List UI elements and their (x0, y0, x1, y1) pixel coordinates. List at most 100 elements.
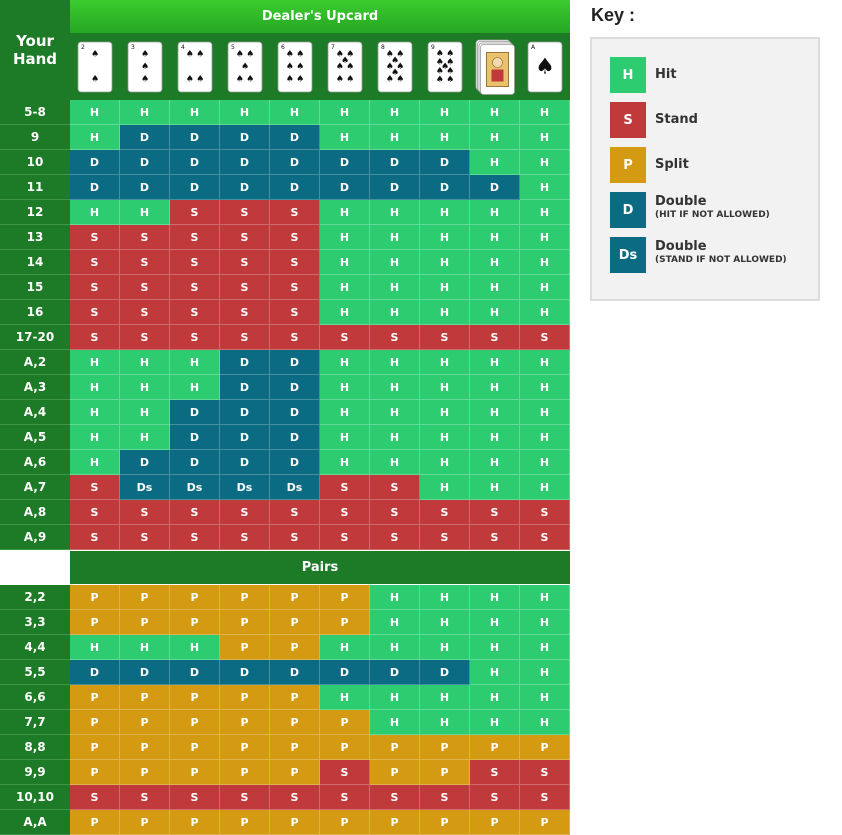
action-cell: S (520, 760, 570, 785)
action-cell: P (420, 760, 470, 785)
action-cell: H (170, 350, 220, 375)
action-cell: S (420, 525, 470, 550)
hand-row-label: A,6 (0, 450, 70, 475)
action-cell: H (320, 225, 370, 250)
dealer-card-7: 7 ♠ ♠ ♠ ♠ ♠ ♠ ♠ (320, 33, 370, 100)
svg-text:♠: ♠ (296, 74, 304, 84)
action-cell: H (520, 660, 570, 685)
action-cell: H (420, 425, 470, 450)
action-cell: H (320, 400, 370, 425)
action-cell: D (270, 150, 320, 175)
action-cell: H (470, 585, 520, 610)
key-swatch: P (610, 147, 646, 183)
action-cell: P (170, 685, 220, 710)
action-cell: S (70, 250, 120, 275)
action-cell: S (220, 200, 270, 225)
action-cell: H (370, 250, 420, 275)
action-cell: P (170, 810, 220, 835)
hand-row-label: A,7 (0, 475, 70, 500)
action-cell: D (370, 150, 420, 175)
action-cell: H (470, 125, 520, 150)
hand-row-label: 12 (0, 200, 70, 225)
dealer-card-8: 8 ♠ ♠ ♠ ♠ ♠ ♠ ♠ ♠ (370, 33, 420, 100)
card-8-of-spades-icon: 8♠ ♠♠♠ ♠♠♠ ♠ (377, 41, 413, 92)
action-cell: S (120, 325, 170, 350)
pair-row-label: 9,9 (0, 760, 70, 785)
action-cell: D (170, 450, 220, 475)
action-cell: P (120, 585, 170, 610)
strategy-chart: Your Hand Dealer's Upcard 2 ♠ ♠ 3 ♠ ♠ ♠ 4 ♠ ♠ ♠ ♠ 5 ♠… (0, 0, 570, 835)
action-cell: P (220, 735, 270, 760)
action-cell: S (370, 525, 420, 550)
svg-text:♠: ♠ (346, 49, 354, 59)
action-cell: H (370, 125, 420, 150)
action-cell: D (170, 660, 220, 685)
key-sublabel: (STAND IF NOT ALLOWED) (655, 255, 787, 265)
action-cell: D (170, 150, 220, 175)
action-cell: H (320, 200, 370, 225)
action-cell: P (520, 810, 570, 835)
action-cell: H (470, 100, 520, 125)
svg-text:♠: ♠ (386, 74, 394, 84)
hand-row-label: 5-8 (0, 100, 70, 125)
action-cell: Ds (120, 475, 170, 500)
svg-text:♠: ♠ (346, 74, 354, 84)
action-cell: H (120, 425, 170, 450)
action-cell: D (170, 425, 220, 450)
action-cell: H (470, 425, 520, 450)
action-cell: H (370, 610, 420, 635)
action-cell: S (170, 500, 220, 525)
action-cell: H (420, 275, 470, 300)
action-cell: H (420, 250, 470, 275)
action-cell: H (370, 585, 420, 610)
action-cell: P (270, 610, 320, 635)
action-cell: P (220, 685, 270, 710)
hand-row-label: A,4 (0, 400, 70, 425)
action-cell: H (470, 375, 520, 400)
action-cell: D (270, 660, 320, 685)
action-cell: H (470, 300, 520, 325)
dealer-card-5: 5 ♠ ♠ ♠ ♠ ♠ (220, 33, 270, 100)
action-cell: S (270, 225, 320, 250)
svg-text:♠: ♠ (386, 62, 394, 72)
action-cell: P (70, 735, 120, 760)
action-cell: H (370, 225, 420, 250)
action-cell: H (420, 400, 470, 425)
action-cell: H (70, 375, 120, 400)
card-10-of-spades-icon (475, 39, 515, 95)
action-cell: H (420, 585, 470, 610)
action-cell: H (470, 350, 520, 375)
action-cell: D (220, 450, 270, 475)
action-cell: H (520, 635, 570, 660)
action-cell: P (170, 710, 220, 735)
action-cell: P (120, 710, 170, 735)
action-cell: S (320, 325, 370, 350)
action-cell: H (520, 710, 570, 735)
hand-row-label: 16 (0, 300, 70, 325)
action-cell: P (170, 585, 220, 610)
action-cell: P (70, 585, 120, 610)
action-cell: D (270, 375, 320, 400)
action-cell: S (320, 500, 370, 525)
svg-text:♠: ♠ (336, 74, 344, 84)
action-cell: D (70, 660, 120, 685)
svg-text:♠: ♠ (186, 74, 194, 84)
action-cell: P (70, 810, 120, 835)
svg-text:♠: ♠ (296, 49, 304, 59)
action-cell: H (320, 100, 370, 125)
action-cell: S (270, 300, 320, 325)
action-cell: P (320, 810, 370, 835)
action-cell: S (470, 760, 520, 785)
action-cell: H (370, 635, 420, 660)
action-cell: H (320, 450, 370, 475)
action-cell: D (320, 175, 370, 200)
action-cell: H (70, 350, 120, 375)
action-cell: D (470, 175, 520, 200)
action-cell: H (120, 375, 170, 400)
dealer-card-2: 2 ♠ ♠ (70, 33, 120, 100)
action-cell: S (120, 225, 170, 250)
dealer-card-6: 6 ♠ ♠ ♠ ♠ ♠ ♠ (270, 33, 320, 100)
action-cell: H (520, 300, 570, 325)
action-cell: S (220, 225, 270, 250)
action-cell: D (220, 350, 270, 375)
